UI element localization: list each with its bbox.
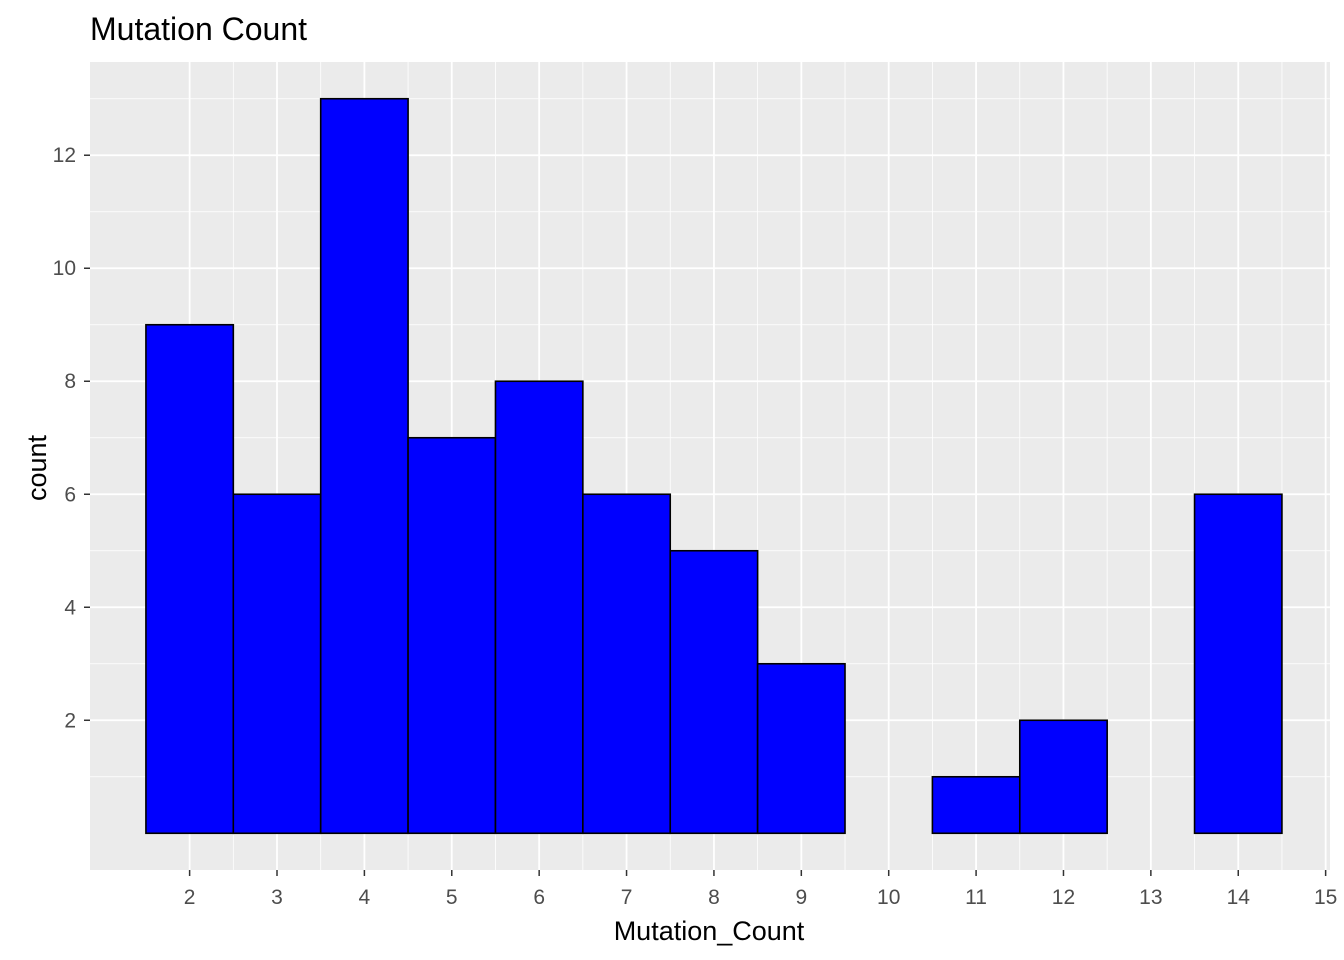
y-tick-label: 6	[64, 483, 76, 506]
x-axis-ticks: 2 3 4 5 6 7 8 9 10 11 12 13 14 15	[184, 870, 1337, 909]
x-tick-label: 10	[877, 886, 900, 909]
x-tick-label: 15	[1314, 886, 1337, 909]
x-tick-label: 3	[271, 886, 283, 909]
x-tick-label: 14	[1227, 886, 1251, 909]
histogram-bar	[756, 662, 846, 835]
x-tick-label: 13	[1139, 886, 1162, 909]
x-tick-label: 12	[1052, 886, 1075, 909]
x-tick-label: 9	[795, 886, 807, 909]
x-tick-label: 6	[533, 886, 545, 909]
histogram-bar	[1018, 719, 1108, 835]
histogram-bar	[494, 380, 584, 835]
histogram-bar	[931, 775, 1021, 835]
histogram-bar	[407, 436, 497, 835]
y-axis-ticks: 2 4 6 8 10 12	[53, 144, 90, 732]
histogram-bar	[145, 323, 235, 835]
x-tick-label: 5	[446, 886, 458, 909]
histogram-bar	[232, 493, 322, 835]
histogram-bar	[1193, 493, 1283, 835]
x-tick-label: 4	[359, 886, 371, 909]
y-tick-label: 12	[53, 144, 76, 167]
y-tick-label: 4	[64, 596, 76, 619]
x-tick-label: 11	[965, 886, 987, 909]
chart-title: Mutation Count	[90, 11, 307, 47]
y-tick-label: 2	[64, 709, 76, 732]
histogram-bar	[582, 493, 672, 835]
histogram-bar	[319, 97, 409, 835]
x-tick-label: 8	[708, 886, 720, 909]
y-tick-label: 10	[53, 257, 76, 280]
histogram-bar	[669, 549, 759, 835]
x-axis-title: Mutation_Count	[614, 916, 805, 946]
x-tick-label: 7	[621, 886, 633, 909]
y-tick-label: 8	[64, 370, 76, 393]
y-axis-title: count	[22, 434, 52, 501]
x-tick-label: 2	[184, 886, 196, 909]
bars	[145, 97, 1283, 835]
